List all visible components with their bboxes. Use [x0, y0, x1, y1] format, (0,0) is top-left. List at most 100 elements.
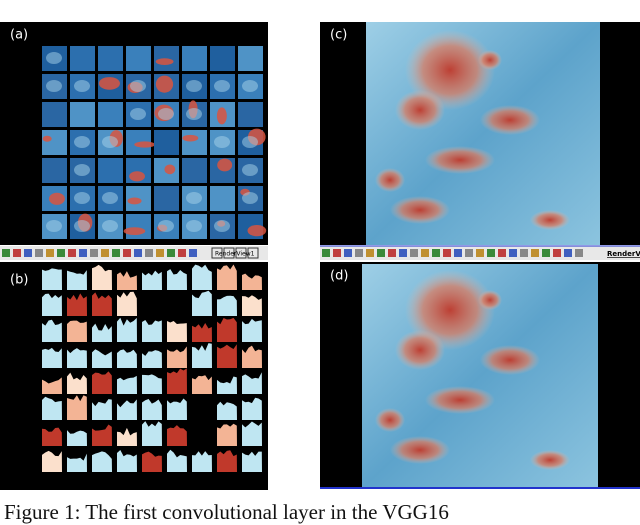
- shape: [117, 317, 137, 342]
- icon: [355, 249, 363, 257]
- tile-light: [102, 192, 118, 204]
- shape: [167, 269, 187, 290]
- hot-region: [395, 330, 445, 370]
- shape: [42, 319, 62, 342]
- icon: [432, 249, 440, 257]
- tile-light: [214, 80, 230, 92]
- hot-regions-c: [375, 30, 570, 230]
- tile-light: [74, 164, 90, 176]
- tile-grid: [42, 46, 267, 239]
- tile-hot: [164, 164, 176, 175]
- tile: [210, 46, 235, 71]
- shape: [92, 292, 112, 316]
- tile: [42, 158, 67, 183]
- shape: [242, 451, 262, 472]
- hot-region: [425, 386, 495, 414]
- hot-regions-d: [375, 270, 570, 470]
- tile-light: [102, 220, 118, 232]
- tile-light: [242, 80, 258, 92]
- tile-hot: [49, 192, 65, 205]
- icon: [2, 249, 10, 257]
- panel-label: (a): [10, 28, 28, 43]
- shape: [92, 424, 112, 446]
- hot-region: [480, 345, 540, 375]
- shape: [117, 427, 137, 446]
- tile: [182, 158, 207, 183]
- tile-light: [214, 136, 230, 148]
- shape: [142, 270, 162, 290]
- shape: [242, 318, 262, 342]
- tile-hot: [155, 75, 174, 93]
- icon: [388, 249, 396, 257]
- shape: [42, 268, 62, 290]
- shape: [192, 451, 212, 472]
- tile-hot: [134, 141, 156, 148]
- shape: [117, 349, 137, 368]
- icon: [454, 249, 462, 257]
- toolbar-icons: [2, 247, 583, 259]
- shape: [217, 344, 237, 368]
- tile-light: [74, 80, 90, 92]
- icon: [134, 249, 142, 257]
- shape: [242, 345, 262, 368]
- tile: [70, 46, 95, 71]
- shape-grid: [42, 264, 262, 472]
- shape: [192, 323, 212, 342]
- hot-region: [375, 408, 405, 432]
- shape: [92, 371, 112, 394]
- shape: [192, 343, 212, 368]
- shape: [92, 399, 112, 420]
- tile-light: [242, 136, 258, 148]
- shape: [117, 291, 137, 316]
- shape: [67, 453, 87, 472]
- hot-region: [405, 30, 495, 110]
- icon: [211, 247, 223, 259]
- tile-hot: [155, 58, 174, 65]
- tile: [70, 102, 95, 127]
- tile-hot: [127, 197, 142, 205]
- tile-light: [242, 164, 258, 176]
- shape: [117, 271, 137, 290]
- tile-light: [74, 220, 90, 232]
- shape: [167, 398, 187, 420]
- icon: [333, 249, 341, 257]
- hot-region: [395, 90, 445, 130]
- shape: [67, 395, 87, 420]
- icon: [564, 249, 572, 257]
- shape: [67, 270, 87, 290]
- icon: [223, 247, 235, 259]
- icon: [178, 249, 186, 257]
- tile-light: [46, 80, 62, 92]
- tile-light: [130, 108, 146, 120]
- hot-region: [425, 146, 495, 174]
- tile-hot: [182, 134, 199, 142]
- shape: [67, 430, 87, 446]
- tile-light: [186, 192, 202, 204]
- tile-hot: [42, 135, 52, 142]
- icon: [167, 249, 175, 257]
- tile-light: [242, 192, 258, 204]
- shape: [92, 349, 112, 368]
- icon: [322, 249, 330, 257]
- shape: [192, 264, 212, 290]
- shape: [42, 450, 62, 472]
- icon: [421, 249, 429, 257]
- tile-hot: [216, 107, 227, 125]
- icon: [553, 249, 561, 257]
- panel-label: (c): [330, 28, 347, 43]
- icon: [399, 249, 407, 257]
- shape: [67, 320, 87, 342]
- tile: [238, 102, 263, 127]
- icon: [344, 249, 352, 257]
- shape: [167, 346, 187, 368]
- shape: [142, 319, 162, 342]
- shape: [67, 348, 87, 368]
- icon: [90, 249, 98, 257]
- shape: [242, 295, 262, 316]
- hot-region: [530, 450, 570, 470]
- shape: [217, 450, 237, 472]
- shape: [192, 375, 212, 394]
- tile-hot: [247, 225, 267, 237]
